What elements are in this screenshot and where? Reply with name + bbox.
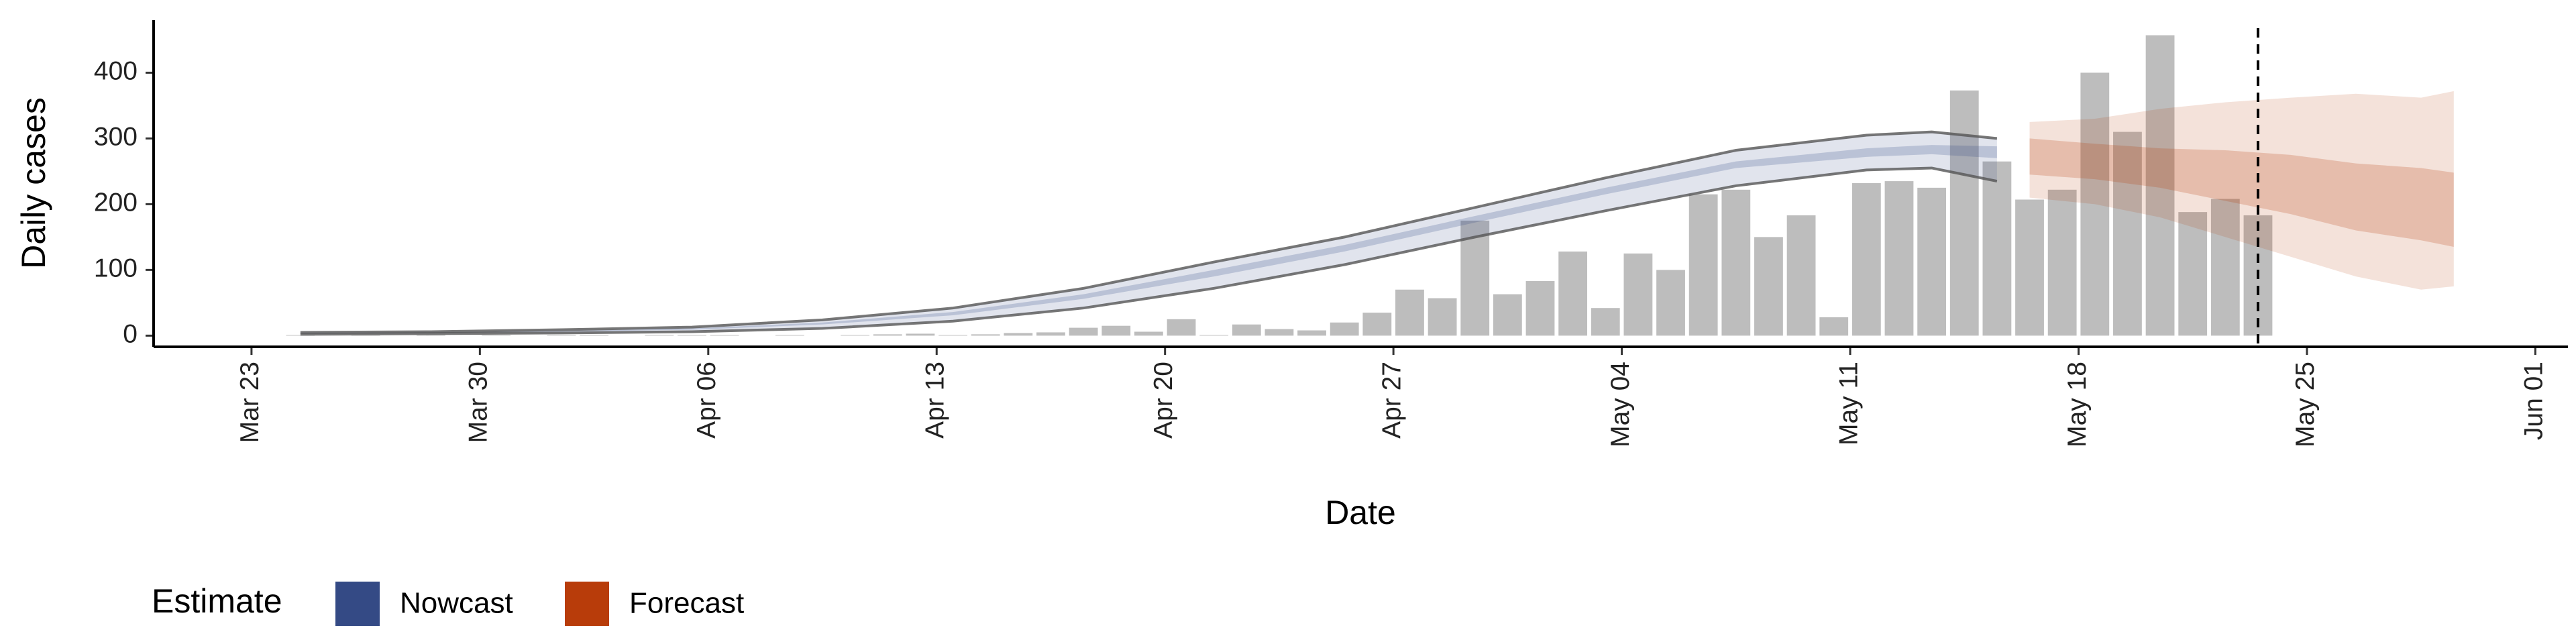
x-tick-label: Mar 30 <box>464 362 493 443</box>
bar <box>2015 199 2044 336</box>
y-axis-title: Daily cases <box>15 97 52 269</box>
bar <box>1069 327 1098 336</box>
y-tick-label: 200 <box>94 189 138 217</box>
bar <box>1525 281 1555 336</box>
ribbon-50 <box>2029 138 2454 248</box>
bar <box>2047 189 2077 336</box>
bar <box>1493 294 1522 336</box>
ribbon-90 <box>2029 91 2454 290</box>
bar <box>2210 199 2240 336</box>
bar <box>2178 212 2208 336</box>
bar <box>1754 237 1783 336</box>
bar <box>1558 251 1588 336</box>
bar <box>1851 183 1881 336</box>
x-tick-label: May 04 <box>1606 362 1635 447</box>
legend-key <box>335 582 380 626</box>
bar <box>1232 324 1261 336</box>
bar <box>2113 131 2142 336</box>
bar <box>1362 313 1392 336</box>
x-axis-title: Date <box>1325 494 1396 531</box>
bound-line <box>300 130 1998 334</box>
y-tick-label: 300 <box>94 123 138 152</box>
bar <box>1786 215 1816 336</box>
legend-key <box>565 582 609 626</box>
x-tick-label: Apr 06 <box>692 362 721 439</box>
bar <box>1265 329 1294 336</box>
bound-line <box>300 166 1998 336</box>
bar <box>971 334 1000 336</box>
bar <box>1819 317 1849 336</box>
x-tick-label: Apr 13 <box>921 362 950 439</box>
bar <box>1623 253 1653 336</box>
bar <box>1917 187 1947 336</box>
legend-title: Estimate <box>152 582 282 620</box>
legend-label: Forecast <box>629 587 744 620</box>
x-tick-label: Jun 01 <box>2520 362 2548 440</box>
bar <box>2145 35 2175 336</box>
bar <box>873 334 902 336</box>
x-tick-label: May 11 <box>1834 362 1863 445</box>
y-tick-label: 400 <box>94 57 138 86</box>
bar <box>1884 181 1914 336</box>
bar <box>1428 298 1457 336</box>
bar <box>1591 308 1620 336</box>
bar <box>1102 325 1131 336</box>
y-tick-label: 0 <box>123 320 138 349</box>
x-tick-label: Apr 27 <box>1377 362 1406 439</box>
bar <box>2080 72 2110 336</box>
x-tick-label: Mar 23 <box>235 362 264 443</box>
bar <box>1656 270 1685 336</box>
bar <box>1036 332 1065 336</box>
ribbon-90 <box>300 131 1997 335</box>
bar <box>1949 90 1979 336</box>
bar <box>1688 194 1718 336</box>
bar <box>1330 322 1359 336</box>
bar <box>1134 331 1163 336</box>
y-tick-label: 100 <box>94 254 138 283</box>
bar <box>1395 289 1424 336</box>
bar <box>1004 333 1033 336</box>
bar <box>1167 319 1196 336</box>
x-tick-label: May 25 <box>2291 362 2320 447</box>
legend-label: Nowcast <box>400 587 513 620</box>
x-tick-label: Apr 20 <box>1149 362 1178 439</box>
bar <box>1297 330 1326 336</box>
bar <box>1982 161 2012 336</box>
bar <box>1721 189 1751 336</box>
bar <box>906 333 935 336</box>
x-tick-label: May 18 <box>2063 362 2092 447</box>
